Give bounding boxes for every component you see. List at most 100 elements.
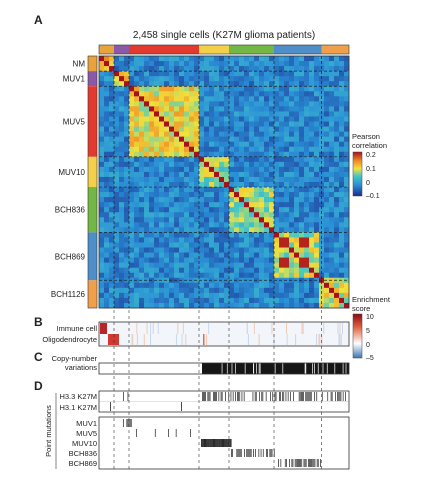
heatmap-cell [174, 252, 180, 258]
heatmap-cell [139, 141, 145, 148]
heatmap-cell [99, 267, 105, 274]
heatmap-cell [154, 131, 160, 137]
h33-k27m-mark [208, 392, 210, 401]
heatmap-cell [109, 136, 115, 142]
heatmap-cell [114, 166, 120, 173]
heatmap-cell [119, 247, 125, 253]
h33-k27m-mark [213, 392, 214, 401]
heatmap-cell [199, 71, 205, 77]
heatmap-cell [144, 121, 150, 127]
cnv-gaps [221, 363, 347, 374]
heatmap-cell [159, 237, 165, 243]
heatmap-cell [329, 91, 335, 97]
heatmap-cell [309, 71, 315, 77]
cnv-label-2: variations [65, 363, 97, 372]
heatmap-cell [199, 76, 205, 82]
heatmap-cell [204, 76, 210, 82]
heatmap-cell [179, 61, 185, 67]
histone-border [98, 390, 350, 413]
heatmap-cell [119, 121, 125, 127]
heatmap-cell [339, 161, 345, 168]
heatmap-cell [174, 302, 180, 309]
heatmap-cell [214, 91, 220, 97]
enrichment-faint-mark [339, 323, 341, 334]
h33-k27m-mark [327, 392, 329, 401]
heatmap-cell [109, 171, 115, 178]
heatmap-cell [129, 252, 135, 258]
heatmap-cell [144, 161, 150, 168]
heatmap-cell [269, 71, 275, 77]
heatmap-cell [109, 227, 115, 233]
heatmap-cell [339, 101, 345, 107]
heatmap-cell [249, 232, 255, 238]
h33-k27m-mark [254, 392, 256, 401]
heatmap-cell [289, 161, 295, 168]
heatmap-cell [164, 292, 170, 299]
heatmap-cell [279, 272, 285, 279]
heatmap-cell [264, 217, 270, 223]
heatmap-cell [169, 91, 175, 97]
heatmap-cell [204, 141, 210, 148]
heatmap-cell [309, 151, 315, 158]
heatmap-cell [124, 192, 130, 198]
heatmap-cell [279, 187, 285, 193]
heatmap-cell [264, 257, 270, 263]
heatmap-cell [299, 287, 305, 294]
heatmap-cell [239, 156, 245, 163]
heatmap-cell [129, 166, 135, 173]
enrichment-faint-mark [253, 323, 255, 334]
heatmap-cell [109, 257, 115, 263]
heatmap-cell [119, 182, 125, 188]
heatmap-cell [229, 81, 235, 87]
heatmap-cell [219, 81, 225, 87]
heatmap-cell [269, 91, 275, 97]
heatmap-cell [299, 187, 305, 193]
heatmap-cell [114, 182, 120, 188]
heatmap-cell [269, 131, 275, 137]
heatmap-title: 2,458 single cells (K27M glioma patients… [133, 30, 315, 41]
heatmap-cell [304, 76, 310, 82]
heatmap-cell [334, 242, 340, 248]
muv10-mutation-mark [215, 439, 217, 447]
heatmap-cell [334, 151, 340, 158]
heatmap-cell [274, 222, 280, 228]
heatmap-cell [264, 86, 270, 92]
heatmap-cell [144, 176, 150, 183]
heatmap-cell [129, 91, 135, 97]
heatmap-cell [229, 176, 235, 183]
h33-k27m-mark [259, 392, 260, 401]
heatmap-cell [144, 217, 150, 223]
row-annotation-border [87, 55, 98, 309]
heatmap-cell [289, 257, 295, 263]
heatmap-cell [154, 297, 160, 304]
heatmap-cell [279, 126, 285, 132]
heatmap-cell [299, 217, 305, 223]
heatmap-cell [99, 91, 105, 97]
heatmap-cell [249, 61, 255, 67]
heatmap-cell [259, 187, 265, 193]
heatmap-group-dividers [99, 56, 349, 308]
heatmap-cell [334, 287, 340, 294]
heatmap-cell [99, 176, 105, 183]
heatmap-cell [214, 96, 220, 102]
heatmap-cell [294, 136, 300, 142]
heatmap-cell [184, 207, 190, 213]
heatmap-cell [274, 156, 280, 163]
heatmap-cell [309, 287, 315, 294]
heatmap-cell [184, 297, 190, 304]
heatmap-cell [279, 66, 285, 72]
heatmap-cell [169, 222, 175, 228]
h31-k27m-mark [110, 402, 111, 411]
heatmap-cell [209, 242, 215, 248]
heatmap-cell [169, 146, 175, 153]
heatmap-cell [224, 101, 230, 107]
heatmap-cell [209, 252, 215, 258]
heatmap-cell [134, 247, 140, 253]
heatmap-cell [314, 121, 320, 127]
heatmap-cell [209, 61, 215, 67]
heatmap-cell [214, 287, 220, 294]
heatmap-cell [164, 111, 170, 117]
heatmap-cell [234, 81, 240, 87]
heatmap-cell [244, 101, 250, 107]
